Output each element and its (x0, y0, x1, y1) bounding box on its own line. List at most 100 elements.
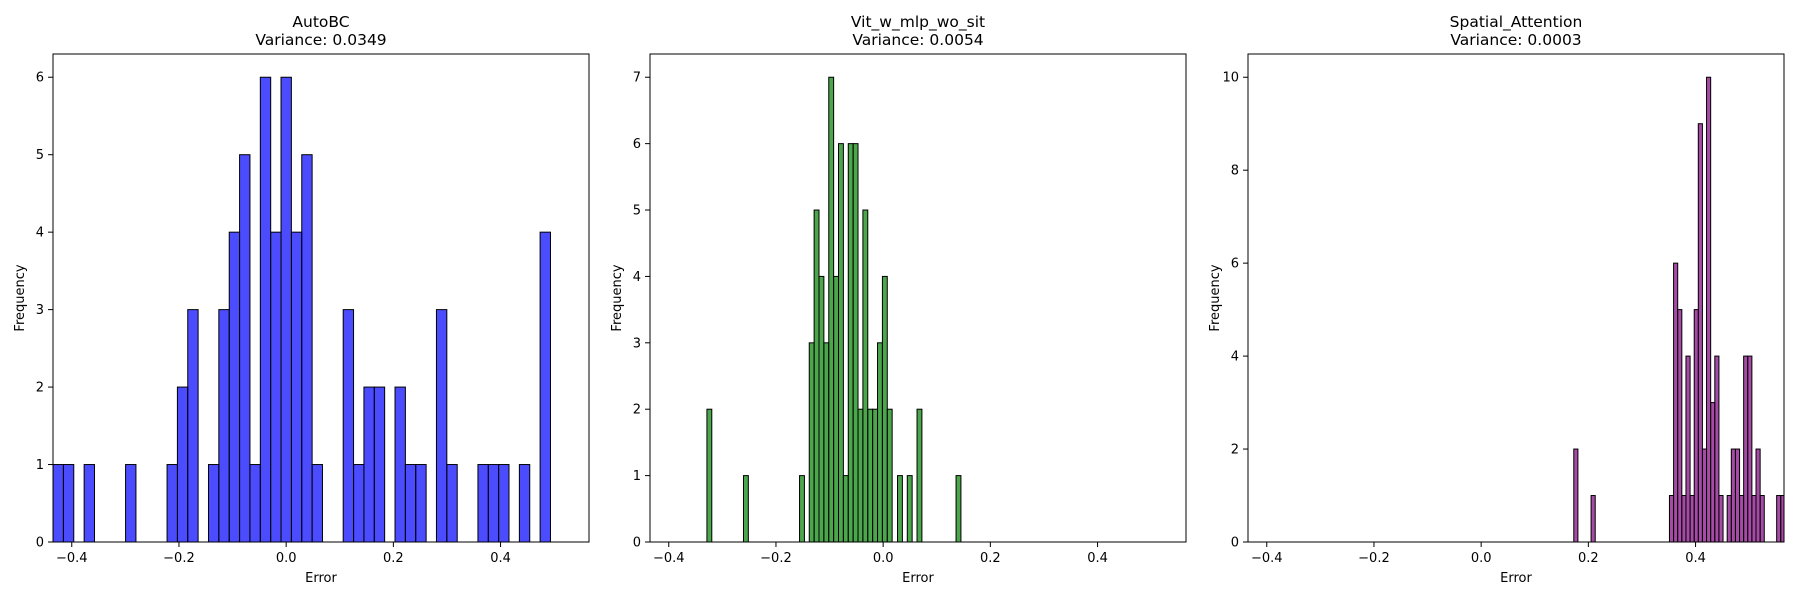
x-tick-label: 0.4 (490, 551, 511, 566)
chart-subtitle: Variance: 0.0003 (1450, 31, 1581, 49)
histogram-bar (228, 231, 241, 542)
plot-frame (1247, 53, 1785, 543)
histogram-bar (1677, 309, 1683, 542)
x-tick-label: 0.4 (1685, 551, 1706, 566)
histogram-bar (857, 408, 864, 542)
histogram-bar (311, 464, 323, 542)
histogram-bar (166, 464, 178, 542)
histogram-bar (1726, 495, 1732, 542)
y-tick-label: 0 (633, 536, 641, 551)
histogram-bar (435, 309, 448, 542)
x-tick-label: 0.0 (1471, 551, 1492, 566)
histogram-bar (828, 76, 835, 542)
histogram-bar (487, 464, 500, 542)
x-tick-label: 0.2 (980, 551, 1001, 566)
y-tick-label: 4 (633, 270, 641, 285)
histogram-bar (477, 464, 489, 542)
histogram-bar (518, 464, 531, 542)
histogram-bar (1714, 355, 1720, 542)
histogram-bar (838, 143, 844, 542)
y-tick-label: 6 (1231, 257, 1239, 272)
y-tick-label: 1 (633, 469, 641, 484)
x-axis-label: Error (1500, 571, 1532, 586)
histogram-bar (1751, 495, 1757, 542)
histogram-bar (280, 76, 292, 542)
histogram-bar (1776, 495, 1782, 542)
y-tick-label: 2 (1231, 443, 1239, 458)
histogram-bar (1685, 355, 1691, 542)
y-tick-label: 3 (36, 303, 44, 318)
histogram-bar (852, 143, 859, 542)
chart-title: Vit_w_mlp_wo_sit (851, 13, 985, 32)
histogram-bar (249, 464, 261, 542)
histogram-bar (1689, 495, 1695, 542)
histogram-bar (862, 209, 869, 542)
y-tick-label: 3 (633, 336, 641, 351)
histogram-bar (955, 475, 962, 542)
x-tick-label: 0.0 (276, 551, 297, 566)
histogram-bar (301, 154, 313, 542)
y-axis-label: Frequency (610, 264, 625, 331)
x-axis-label: Error (902, 571, 934, 586)
histogram-bar (404, 464, 417, 542)
histogram-bar (1718, 495, 1724, 542)
histogram-bar (1730, 448, 1736, 542)
y-axis-label: Frequency (1208, 264, 1223, 331)
histogram-bar (742, 475, 749, 542)
y-tick-label: 1 (36, 458, 44, 473)
histogram-bar (823, 342, 830, 542)
histogram-bar (1668, 495, 1675, 542)
histogram-bar (867, 408, 874, 542)
chart-title: AutoBC (292, 13, 349, 31)
histogram-bar (1747, 355, 1753, 542)
y-tick-label: 0 (36, 536, 44, 551)
histogram-bar (842, 475, 849, 542)
x-tick-label: −0.4 (56, 551, 88, 566)
histogram-bar (1710, 402, 1716, 542)
histogram-bar (886, 408, 893, 542)
histogram-bar (125, 464, 137, 542)
y-tick-label: 0 (1231, 536, 1239, 551)
histogram-bar (1759, 495, 1765, 542)
x-tick-label: −0.4 (653, 551, 685, 566)
histogram-bar (881, 275, 888, 542)
histogram-panel: −0.4 −0.2 0.0 0.2 0.4 0 1 2 3 4 5 6 7 Vit_w_mlp_wo_si… (610, 13, 1187, 586)
histogram-bar (342, 309, 355, 542)
histogram-bar (808, 342, 815, 542)
y-tick-label: 4 (36, 226, 44, 241)
histogram-bar (363, 386, 375, 542)
histogram-bar (1706, 76, 1712, 542)
plot-frame (52, 53, 590, 543)
y-tick-label: 5 (633, 204, 641, 219)
plot-frame (649, 53, 1187, 543)
histogram-bar (916, 408, 923, 542)
histogram-bar (799, 475, 805, 542)
histogram-bar (62, 464, 75, 542)
histogram-bar (415, 464, 427, 542)
histogram-bar (1743, 355, 1749, 542)
y-tick-label: 2 (633, 403, 641, 418)
histogram-bar (1697, 123, 1703, 542)
y-tick-label: 6 (36, 71, 44, 86)
histogram-bar (446, 464, 458, 542)
histogram-panel: −0.4 −0.2 0.0 0.2 0.4 0 1 2 3 4 5 6 AutoBCVariance: … (13, 13, 590, 586)
histogram-bar (1734, 448, 1741, 542)
histogram-bar (187, 309, 199, 542)
histogram-bar (897, 475, 903, 542)
histogram-bar (1739, 495, 1745, 542)
histogram-bar (83, 464, 96, 542)
histogram-bar (1755, 448, 1761, 542)
chart-subtitle: Variance: 0.0349 (255, 31, 386, 49)
histogram-bar (706, 408, 713, 542)
histogram-bar (270, 231, 282, 542)
x-tick-label: −0.4 (1251, 551, 1283, 566)
histogram-bar (1693, 309, 1699, 542)
x-tick-label: −0.2 (1358, 551, 1390, 566)
x-tick-label: 0.4 (1087, 551, 1108, 566)
histogram-bar (813, 209, 820, 542)
histogram-bar (394, 386, 406, 542)
x-tick-label: 0.0 (873, 551, 894, 566)
histogram-bar (1590, 495, 1596, 542)
histogram-bar (539, 231, 551, 542)
